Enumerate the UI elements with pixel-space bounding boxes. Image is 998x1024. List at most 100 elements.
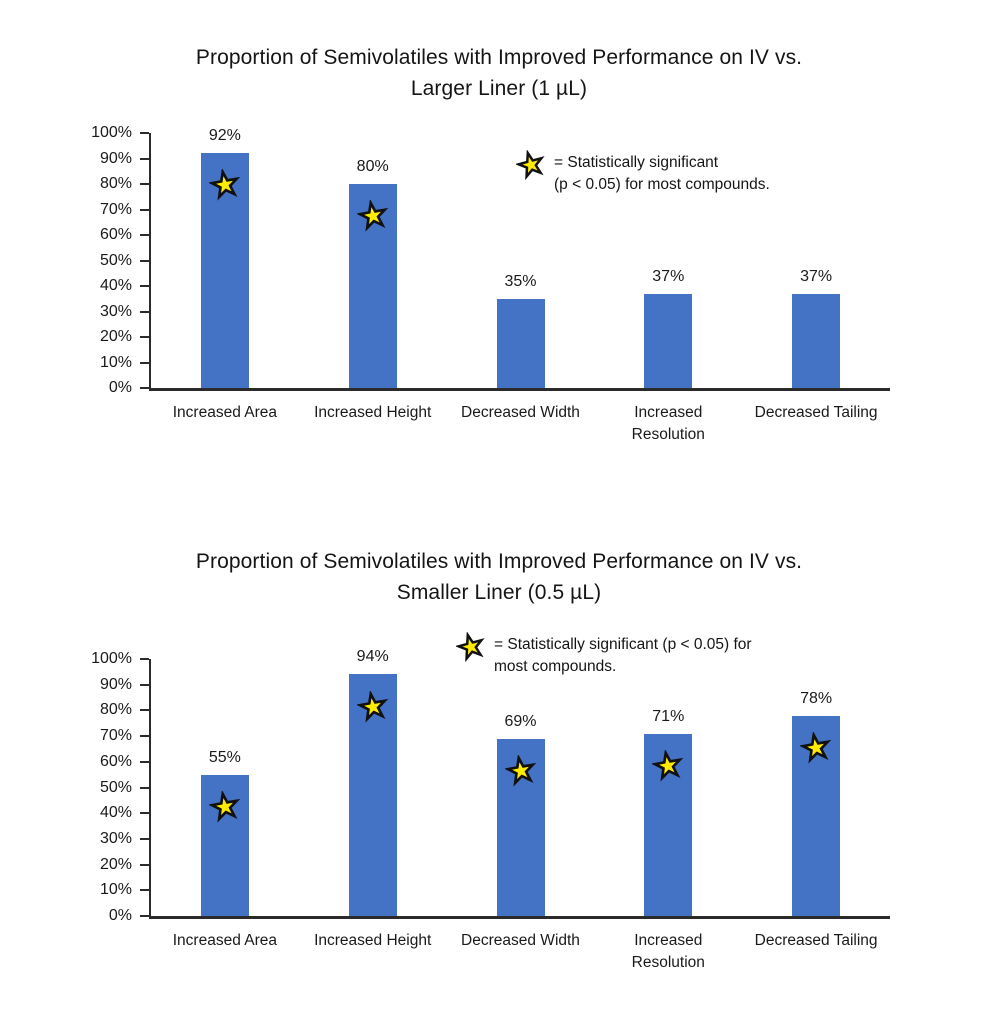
bar-value-label: 35%: [504, 272, 537, 290]
significance-star-icon: [800, 731, 832, 764]
chart-title-smaller-liner: Proportion of Semivolatiles with Improve…: [0, 546, 998, 608]
y-axis-tick-mark: [140, 709, 149, 712]
y-axis-tick-label: 60%: [99, 752, 132, 770]
y-axis-tick-mark: [140, 915, 149, 917]
bar-decreased-width: [496, 298, 545, 388]
y-axis-tick-mark: [140, 259, 149, 262]
bar-value-label: 94%: [356, 648, 389, 666]
bar-value-label: 71%: [652, 707, 685, 725]
bar-value-label: 78%: [800, 689, 833, 707]
significance-star-icon: [652, 749, 684, 782]
y-axis-tick-label: 20%: [99, 855, 132, 873]
bar-value-label: 37%: [800, 267, 833, 285]
bar-increased-height: [348, 674, 397, 916]
x-axis-category-label: Increased Area: [172, 404, 278, 421]
chart-title-larger-liner: Proportion of Semivolatiles with Improve…: [0, 42, 998, 104]
y-axis-tick-label: 10%: [99, 881, 132, 899]
y-axis-tick-mark: [140, 786, 149, 789]
bar-value-label: 69%: [504, 712, 537, 730]
bar-increased-height: [348, 184, 397, 388]
bar-value-label: 92%: [208, 127, 241, 145]
y-axis-tick-label: 90%: [99, 675, 132, 693]
significance-star-icon: [356, 199, 389, 232]
x-axis-category-label: Increased Resolution: [631, 404, 705, 443]
y-axis-tick-label: 30%: [99, 829, 132, 847]
star-icon: [516, 150, 546, 180]
bar-value-label: 80%: [356, 158, 389, 175]
legend-text: = Statistically significant (p < 0.05) f…: [494, 634, 752, 678]
legend-text-line1: = Statistically significant: [554, 154, 719, 171]
y-axis-tick-mark: [140, 285, 149, 287]
significance-star-icon: [356, 690, 389, 723]
bar-decreased-tailing: [792, 293, 841, 388]
chart-title-line2: Smaller Liner (0.5 µL): [396, 581, 602, 604]
y-axis-tick-mark: [140, 735, 149, 738]
bar-decreased-tailing: [792, 715, 841, 916]
x-axis-category-label: Decreased Tailing: [754, 404, 878, 421]
legend-larger-liner: = Statistically significant (p < 0.05) f…: [516, 150, 770, 196]
y-axis-tick-label: 10%: [99, 353, 132, 371]
y-axis-tick-label: 50%: [99, 778, 132, 796]
significance-star-icon: [208, 790, 241, 823]
bar-value-label: 55%: [208, 748, 241, 766]
x-axis-category-label: Decreased Width: [461, 932, 580, 949]
x-axis-line: [149, 388, 890, 391]
y-axis-tick-mark: [140, 234, 149, 236]
chart-title-line1: Proportion of Semivolatiles with Improve…: [195, 46, 803, 69]
legend-smaller-liner: = Statistically significant (p < 0.05) f…: [456, 632, 752, 678]
y-axis-tick-mark: [140, 683, 149, 686]
y-axis-tick-label: 0%: [108, 379, 132, 396]
significance-star-icon: [504, 754, 537, 787]
significance-star-icon: [208, 169, 241, 201]
star-icon: [456, 632, 486, 662]
chart-title-line1: Proportion of Semivolatiles with Improve…: [195, 550, 803, 573]
y-axis-tick-mark: [140, 760, 149, 763]
y-axis-tick-label: 70%: [99, 727, 132, 745]
y-axis-tick-mark: [140, 837, 149, 840]
y-axis-tick-mark: [140, 336, 149, 338]
y-axis-tick-label: 40%: [99, 277, 132, 294]
y-axis-tick-mark: [140, 183, 149, 185]
y-axis-tick-mark: [140, 863, 149, 866]
x-axis-category-label: Increased Height: [314, 932, 432, 949]
bar-increased-area: [200, 774, 249, 916]
y-axis-tick-label: 70%: [99, 200, 132, 218]
y-axis-tick-label: 80%: [99, 175, 132, 192]
legend-text: = Statistically significant (p < 0.05) f…: [554, 152, 770, 196]
y-axis-tick-label: 40%: [99, 804, 132, 822]
y-axis-tick-label: 30%: [99, 302, 132, 320]
chart-title-line2: Larger Liner (1 µL): [410, 77, 588, 100]
y-axis-line: [149, 133, 151, 389]
y-axis-tick-label: 80%: [99, 701, 132, 719]
y-axis-tick-label: 90%: [99, 149, 132, 167]
bar-decreased-width: [496, 738, 545, 916]
y-axis-line: [149, 659, 151, 917]
x-axis-category-label: Decreased Width: [461, 404, 580, 421]
y-axis-tick-label: 20%: [99, 328, 132, 345]
legend-text-line2: (p < 0.05) for most compounds.: [554, 176, 770, 193]
x-axis-category-label: Increased Height: [314, 404, 432, 421]
bar-value-label: 37%: [652, 267, 685, 285]
x-axis-category-label: Decreased Tailing: [754, 932, 878, 949]
bar-increased-area: [200, 153, 249, 388]
y-axis-tick-label: 60%: [99, 226, 132, 243]
y-axis-tick-mark: [140, 157, 149, 160]
y-axis-tick-mark: [140, 889, 149, 892]
y-axis-tick-mark: [140, 208, 149, 211]
y-axis-tick-mark: [140, 812, 149, 815]
y-axis-tick-label: 100%: [91, 650, 132, 667]
legend-text-line1: = Statistically significant (p < 0.05) f…: [494, 636, 752, 653]
x-axis-category-label: Increased Area: [172, 932, 278, 949]
y-axis-tick-mark: [140, 132, 149, 134]
x-axis-category-label: Increased Resolution: [631, 932, 705, 971]
bar-increased-resolution: [644, 733, 693, 916]
y-axis-tick-label: 0%: [108, 907, 132, 924]
y-axis-tick-mark: [140, 310, 149, 313]
y-axis-tick-label: 100%: [91, 124, 132, 141]
y-axis-tick-mark: [140, 361, 149, 364]
